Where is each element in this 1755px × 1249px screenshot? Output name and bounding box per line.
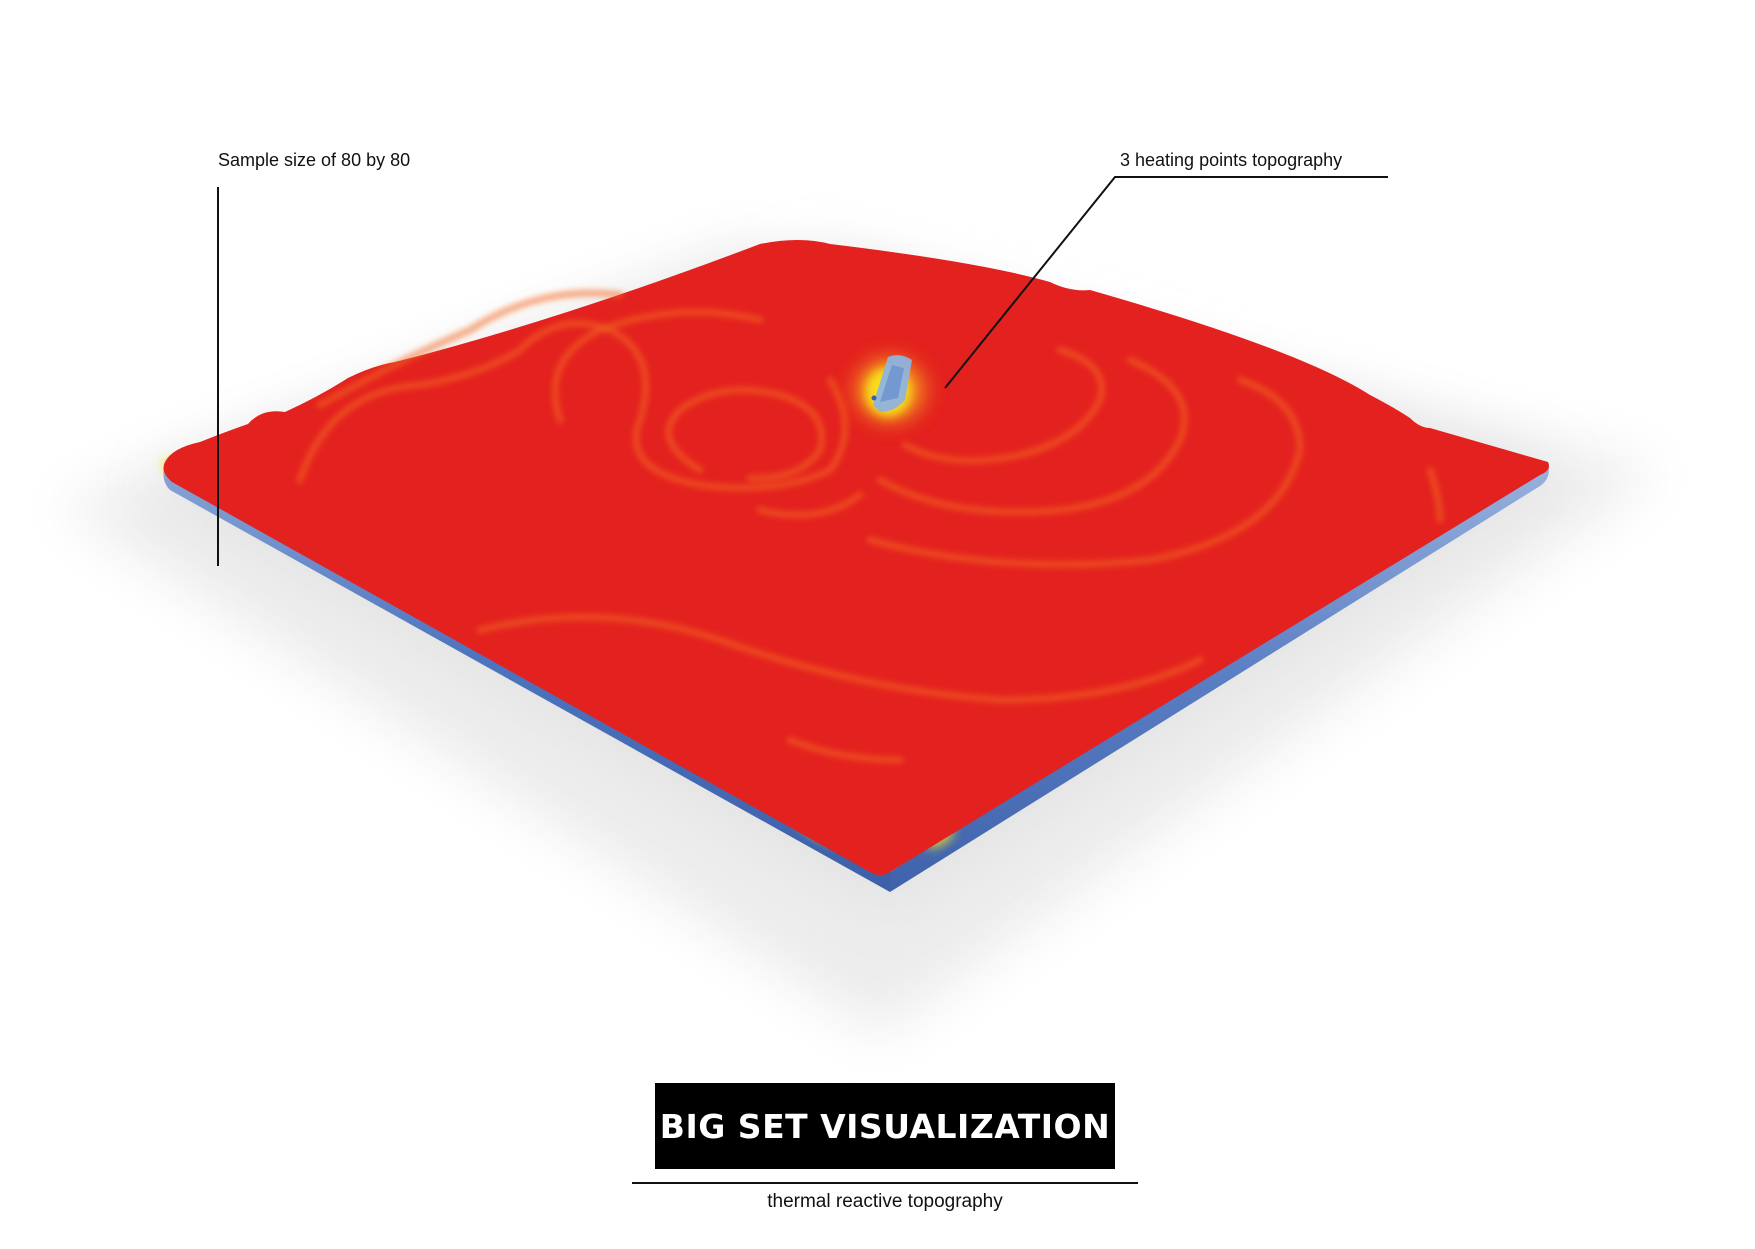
slab-surface xyxy=(163,240,1549,875)
heating-points-label: 3 heating points topography xyxy=(1120,150,1343,170)
sample-size-label: Sample size of 80 by 80 xyxy=(218,150,411,170)
page-subtitle: thermal reactive topography xyxy=(767,1191,1003,1212)
heating-points-leader xyxy=(944,176,1388,389)
heating-point-peak xyxy=(842,346,938,434)
annotation-lines xyxy=(217,176,1388,566)
subtitle-divider xyxy=(632,1182,1138,1184)
title-banner: BIG SET VISUALIZATION xyxy=(655,1083,1115,1169)
page-title: BIG SET VISUALIZATION xyxy=(659,1106,1111,1146)
contour-lines xyxy=(296,289,1444,764)
surface-top xyxy=(163,240,1549,875)
